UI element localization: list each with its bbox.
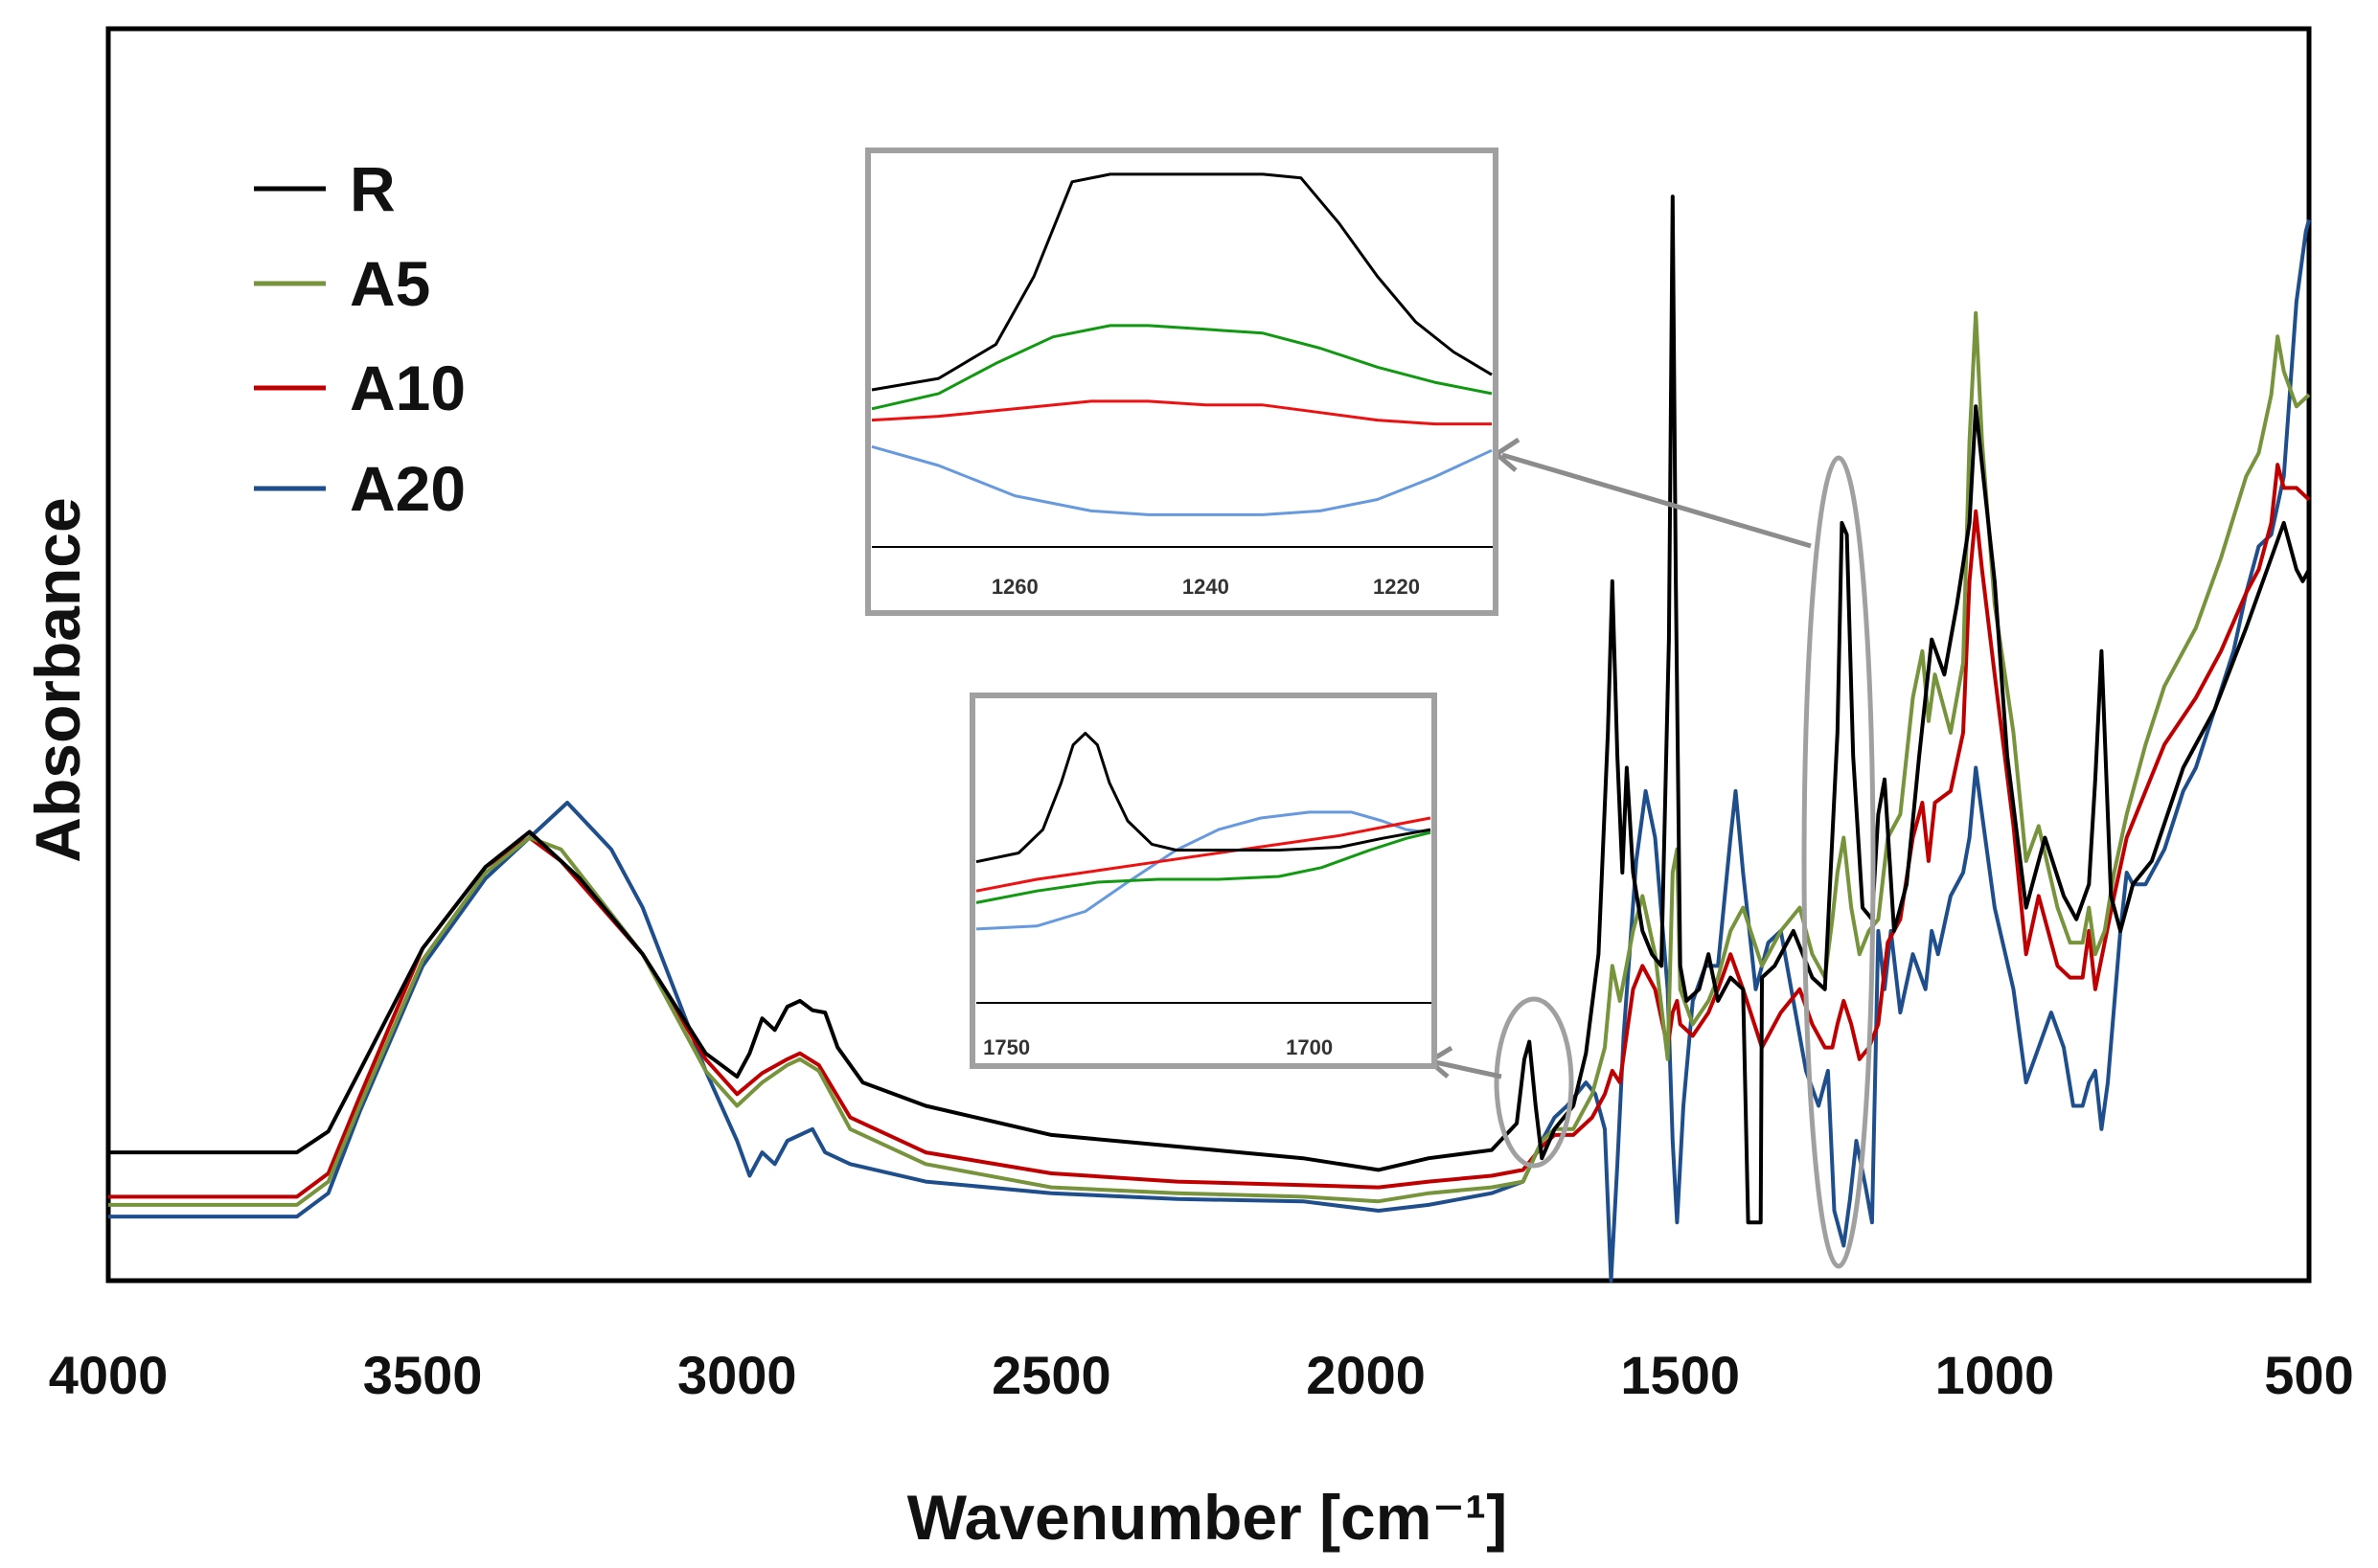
inset-1730-series-line-a20	[975, 810, 1431, 931]
inset-1240-tick-label-1220: 1220	[1373, 575, 1420, 599]
x-tick-label-3500: 3500	[363, 1345, 483, 1405]
legend: R A5 A10 A20	[254, 153, 466, 524]
x-axis-title: Wavenumber [cm⁻¹]	[907, 1482, 1507, 1553]
legend-label-a20: A20	[350, 453, 466, 524]
x-tick-label-2500: 2500	[992, 1345, 1111, 1405]
x-tick-label-500: 500	[2264, 1345, 2353, 1405]
inset-1240-series-line-a10	[871, 399, 1492, 426]
inset-1730-tick-group: 1750 1700	[983, 1035, 1333, 1059]
inset-1730: 1750 1700	[970, 693, 1437, 1069]
x-tick-label-2000: 2000	[1306, 1345, 1426, 1405]
inset-1240-tick-label-1260: 1260	[992, 575, 1039, 599]
inset-1240-series-line-r	[871, 172, 1493, 392]
x-tick-label-3000: 3000	[677, 1345, 797, 1405]
x-tick-label-4000: 4000	[49, 1345, 169, 1405]
highlight-ellipse-1730	[1494, 996, 1574, 1169]
inset-1730-series-line-a5	[975, 830, 1431, 904]
inset-1730-tick-label-1750: 1750	[983, 1035, 1030, 1059]
legend-label-a10: A10	[350, 352, 466, 423]
inset-1730-series-group	[975, 732, 1431, 931]
inset-1240-series-line-a20	[871, 444, 1493, 516]
series-group	[108, 194, 2311, 1283]
inset-1730-tick-label-1700: 1700	[1286, 1035, 1333, 1059]
inset-1240-tick-group: 1260 1240 1220	[992, 575, 1420, 599]
series-line-r	[108, 194, 2311, 1225]
legend-label-r: R	[350, 153, 396, 224]
legend-label-a5: A5	[350, 248, 430, 319]
inset-1730-series-line-a10	[975, 816, 1431, 893]
x-tick-label-1000: 1000	[1935, 1345, 2055, 1405]
series-line-a5	[108, 310, 2311, 1207]
inset-1240-tick-label-1240: 1240	[1182, 575, 1229, 599]
series-line-a10	[108, 463, 2311, 1199]
x-tick-group: 4000 3500 3000 2500 2000 1500 1000 500	[49, 1345, 2354, 1405]
inset-1240-frame	[865, 148, 1498, 616]
highlight-group	[1425, 437, 1876, 1269]
y-axis-title: Absorbance	[22, 497, 93, 862]
inset-arrow-line-1240	[1501, 452, 1812, 549]
inset-1730-series-line-r	[975, 732, 1431, 864]
inset-arrow-line-1730	[1434, 1059, 1502, 1079]
inset-1240: 1260 1240 1220	[865, 148, 1498, 616]
x-tick-label-1500: 1500	[1620, 1345, 1740, 1405]
highlight-ellipse-1240	[1801, 455, 1876, 1269]
inset-1240-series-line-a5	[871, 324, 1493, 411]
inset-1240-series-group	[871, 172, 1493, 516]
